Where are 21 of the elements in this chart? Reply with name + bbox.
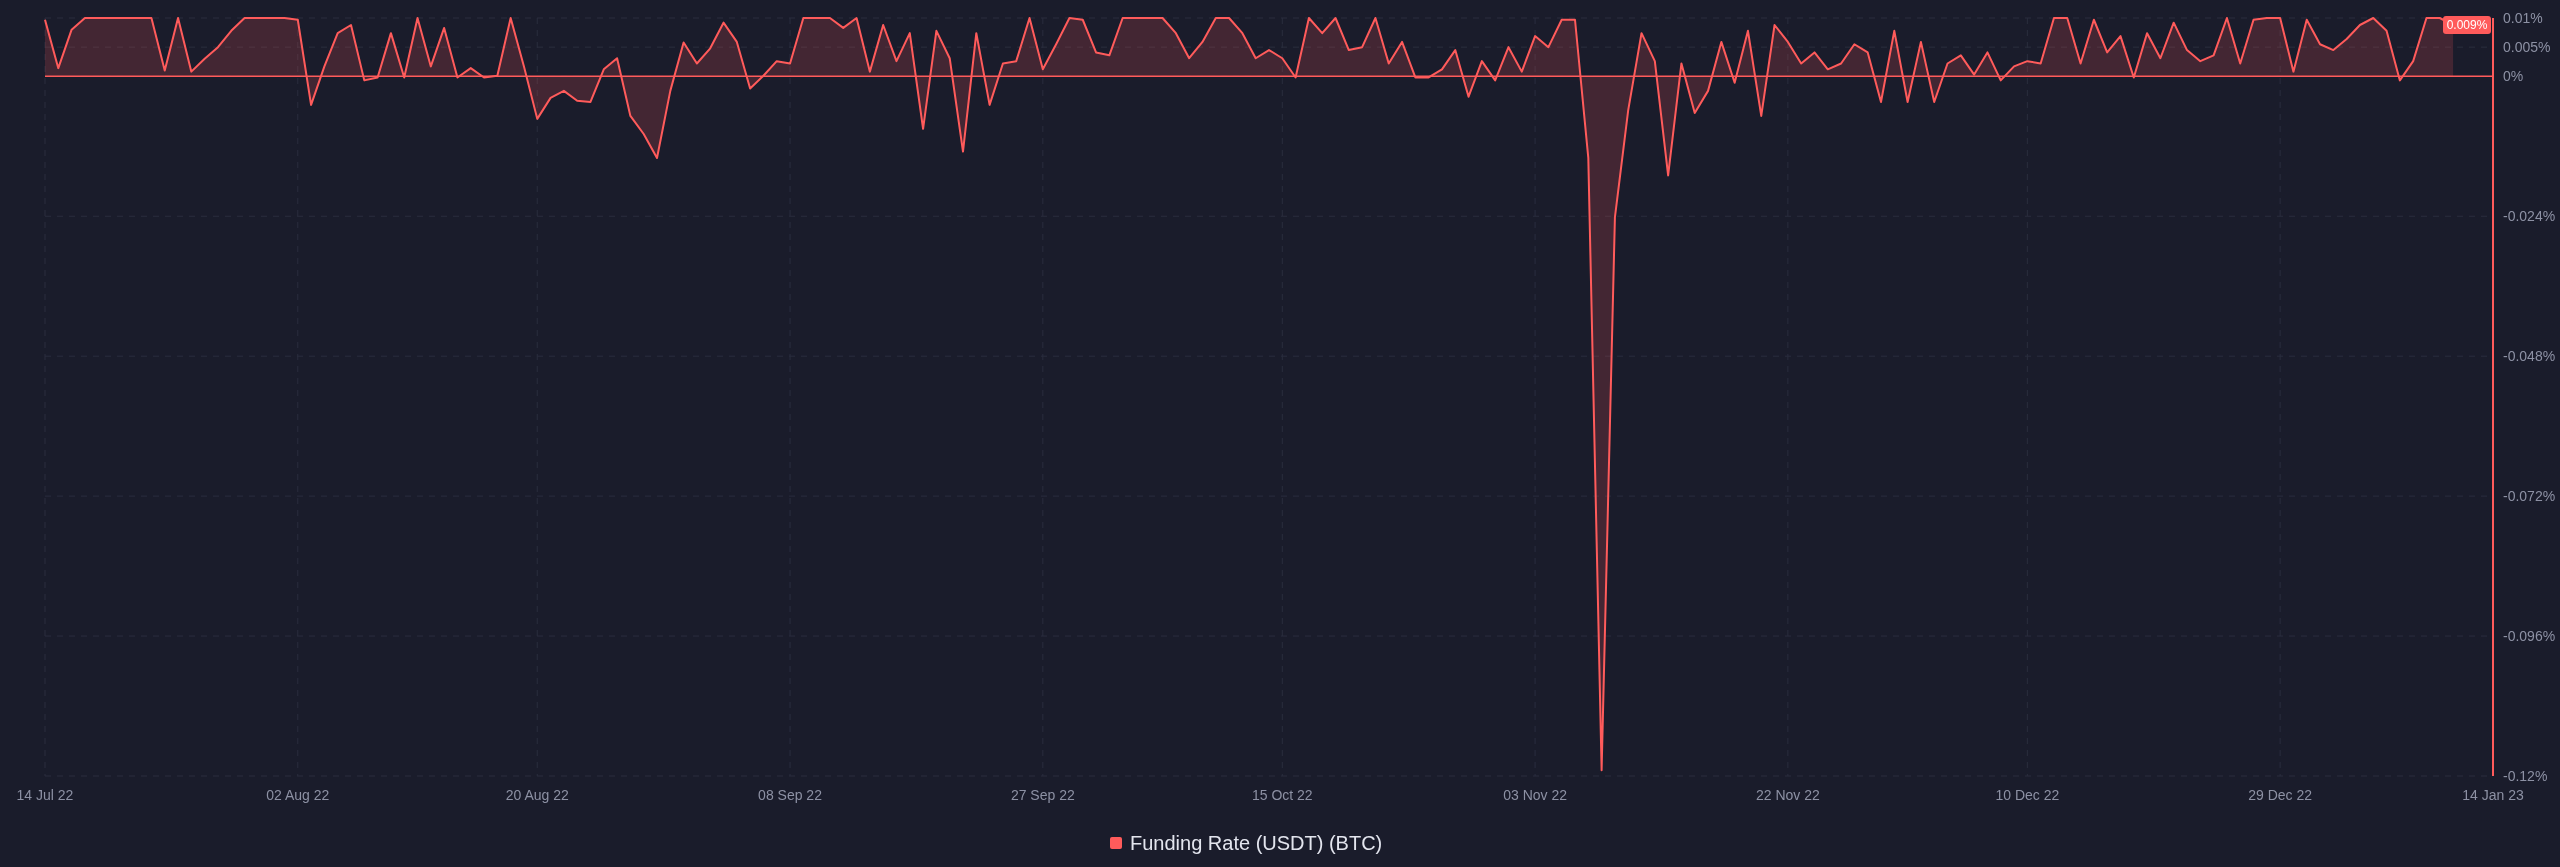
x-tick-label: 27 Sep 22	[1010, 787, 1075, 803]
annotation: 0.009%	[2446, 18, 2488, 33]
x-tick-label: 14 Jan 23	[2462, 787, 2524, 803]
x-tick-label: 10 Dec 22	[1995, 787, 2060, 803]
legend-label: Funding Rate (USDT) (BTC)	[1130, 832, 1383, 854]
x-tick-label: 15 Oct 22	[1251, 787, 1313, 803]
y-tick-label: 0.005%	[2503, 39, 2551, 56]
x-tick-label: 03 Nov 22	[1503, 787, 1568, 803]
y-tick-label: -0.048%	[2503, 348, 2556, 365]
x-tick-label: 29 Dec 22	[2248, 787, 2313, 803]
x-tick-label: 14 Jul 22	[16, 787, 74, 803]
y-tick-label: -0.072%	[2503, 488, 2556, 505]
y-tick-label: -0.024%	[2503, 208, 2556, 225]
x-tick-label: 08 Sep 22	[758, 787, 823, 803]
x-tick-label: 22 Nov 22	[1755, 787, 1820, 803]
y-tick-label: 0%	[2503, 68, 2524, 85]
y-tick-label: -0.12%	[2503, 767, 2548, 784]
y-tick-label: 0.01%	[2503, 9, 2543, 26]
y-tick-label: -0.096%	[2503, 627, 2556, 644]
x-tick-label: 20 Aug 22	[505, 787, 570, 803]
x-tick-label: 02 Aug 22	[266, 787, 330, 803]
